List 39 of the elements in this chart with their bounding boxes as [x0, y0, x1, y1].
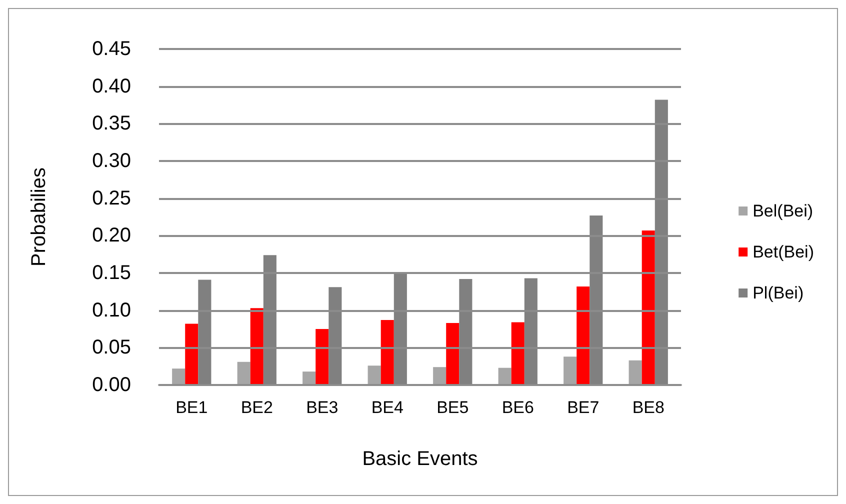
legend-label: Bel(Bei) — [752, 202, 814, 220]
bar — [250, 308, 264, 385]
bar — [564, 356, 577, 385]
bar — [237, 362, 250, 385]
x-tick-label: BE5 — [436, 398, 469, 417]
bar — [368, 366, 381, 385]
x-tick-label: BE1 — [176, 398, 208, 417]
bar — [172, 368, 186, 385]
y-tick-label: 0.10 — [92, 299, 131, 322]
y-tick-label: 0.40 — [92, 75, 131, 98]
x-tick-label: BE2 — [240, 398, 273, 417]
bar — [433, 367, 446, 385]
bar — [628, 360, 642, 385]
y-axis-title: Probabilies — [28, 168, 50, 266]
y-tick-label: 0.00 — [92, 374, 131, 396]
bar — [185, 324, 198, 385]
y-tick-label: 0.05 — [92, 336, 131, 359]
bar — [316, 329, 329, 385]
x-tick-label: BE6 — [502, 398, 534, 417]
y-tick-label: 0.20 — [92, 224, 131, 247]
legend-label: Bet(Bei) — [752, 242, 814, 262]
bar — [380, 320, 394, 385]
bar — [498, 368, 512, 385]
x-tick-label: BE8 — [632, 398, 664, 417]
bar — [511, 322, 524, 385]
legend-label: Pl(Bei) — [752, 284, 804, 302]
y-tick-label: 0.30 — [92, 150, 131, 172]
bar — [642, 230, 655, 385]
x-axis-title: Basic Events — [362, 448, 478, 470]
y-tick-label: 0.35 — [92, 112, 131, 135]
y-tick-label: 0.25 — [92, 187, 131, 210]
y-tick-label: 0.45 — [92, 38, 131, 60]
y-tick-label: 0.15 — [92, 262, 131, 284]
x-tick-label: BE3 — [306, 398, 338, 417]
bar — [302, 372, 316, 385]
bar — [446, 323, 460, 385]
x-tick-label: BE4 — [371, 398, 404, 417]
bar — [576, 286, 590, 385]
x-tick-label: BE7 — [567, 398, 600, 417]
